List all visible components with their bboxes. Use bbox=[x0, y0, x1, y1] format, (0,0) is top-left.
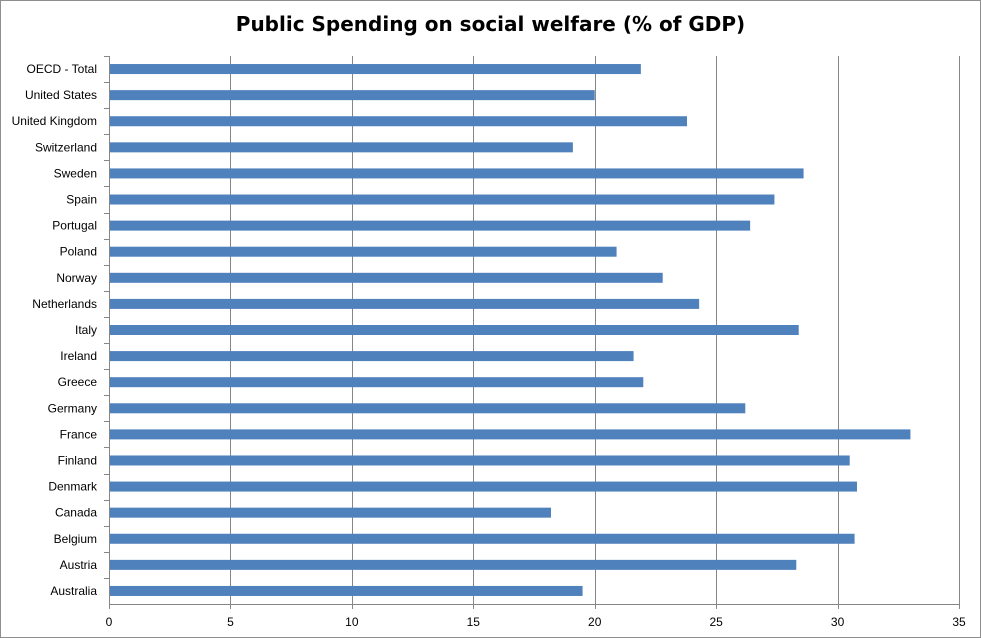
x-tick-label-2: 10 bbox=[345, 615, 359, 629]
bar-16 bbox=[110, 481, 857, 492]
axis-layer bbox=[104, 56, 960, 609]
bar-18 bbox=[110, 533, 855, 544]
x-tick-label-3: 15 bbox=[467, 615, 481, 629]
bar-20 bbox=[110, 585, 583, 596]
category-label-9: Netherlands bbox=[32, 297, 97, 311]
category-label-12: Greece bbox=[58, 375, 98, 389]
bar-12 bbox=[110, 377, 644, 388]
x-tick-label-5: 25 bbox=[709, 615, 723, 629]
bars-layer bbox=[110, 64, 911, 596]
bar-15 bbox=[110, 455, 850, 466]
bar-1 bbox=[110, 90, 595, 101]
category-label-1: United States bbox=[25, 88, 97, 102]
x-tick-label-0: 0 bbox=[106, 615, 113, 629]
bar-17 bbox=[110, 507, 551, 518]
category-label-13: Germany bbox=[48, 401, 97, 415]
bar-8 bbox=[110, 272, 663, 283]
bar-11 bbox=[110, 351, 634, 362]
category-label-4: Sweden bbox=[54, 166, 97, 180]
x-tick-label-6: 30 bbox=[831, 615, 845, 629]
labels-layer: 0 5 10 15 20 25 30 35 OECD - Total United States U… bbox=[12, 62, 966, 629]
bar-7 bbox=[110, 246, 617, 257]
x-tick-label-1: 5 bbox=[227, 615, 234, 629]
bar-5 bbox=[110, 194, 775, 205]
category-label-20: Australia bbox=[50, 584, 97, 598]
category-label-5: Spain bbox=[66, 193, 97, 207]
bar-0 bbox=[110, 64, 641, 75]
bar-3 bbox=[110, 142, 573, 153]
bar-10 bbox=[110, 325, 799, 335]
bar-6 bbox=[110, 220, 751, 231]
category-label-11: Ireland bbox=[60, 349, 97, 363]
category-label-8: Norway bbox=[56, 271, 97, 285]
category-label-10: Italy bbox=[75, 323, 97, 337]
bar-2 bbox=[110, 116, 687, 127]
x-tick-label-7: 35 bbox=[952, 615, 966, 629]
category-label-14: France bbox=[60, 427, 98, 441]
x-tick-label-4: 20 bbox=[588, 615, 602, 629]
category-label-18: Belgium bbox=[54, 532, 97, 546]
category-label-19: Austria bbox=[60, 558, 98, 572]
category-label-7: Poland bbox=[60, 245, 97, 259]
category-label-17: Canada bbox=[55, 506, 97, 520]
category-label-15: Finland bbox=[58, 453, 97, 467]
category-label-2: United Kingdom bbox=[12, 114, 97, 128]
category-label-3: Switzerland bbox=[35, 140, 97, 154]
category-label-0: OECD - Total bbox=[27, 62, 97, 76]
bar-14 bbox=[110, 429, 911, 440]
bar-19 bbox=[110, 559, 797, 570]
bar-9 bbox=[110, 298, 700, 309]
category-label-16: Denmark bbox=[48, 480, 98, 494]
bar-4 bbox=[110, 168, 804, 179]
chart-title: Public Spending on social welfare (% of … bbox=[235, 12, 746, 36]
bar-13 bbox=[110, 403, 746, 414]
category-label-6: Portugal bbox=[52, 219, 97, 233]
